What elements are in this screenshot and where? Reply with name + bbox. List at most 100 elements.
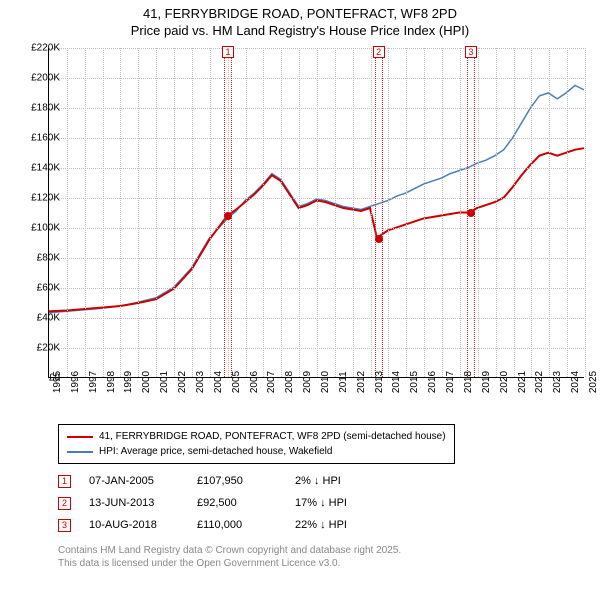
- x-axis-label: 1997: [88, 371, 99, 393]
- x-axis-label: 2018: [463, 371, 474, 393]
- x-axis-label: 2024: [570, 371, 581, 393]
- gridline-vertical: [442, 48, 443, 377]
- y-axis-label: £60K: [16, 283, 60, 294]
- transactions-table: 107-JAN-2005£107,9502% ↓ HPI213-JUN-2013…: [58, 470, 385, 536]
- transaction-price: £107,950: [197, 475, 277, 487]
- gridline-vertical: [246, 48, 247, 377]
- gridline-vertical: [210, 48, 211, 377]
- legend-label: 41, FERRYBRIDGE ROAD, PONTEFRACT, WF8 2P…: [99, 429, 446, 444]
- transaction-number-badge: 2: [58, 497, 71, 510]
- x-axis-label: 2009: [302, 371, 313, 393]
- transaction-data-point: [375, 235, 383, 243]
- transaction-date: 13-JUN-2013: [89, 497, 179, 509]
- x-axis-label: 2013: [374, 371, 385, 393]
- gridline-vertical: [424, 48, 425, 377]
- transaction-price: £110,000: [197, 519, 277, 531]
- legend: 41, FERRYBRIDGE ROAD, PONTEFRACT, WF8 2P…: [58, 424, 455, 464]
- gridline-vertical: [478, 48, 479, 377]
- footer-line-1: Contains HM Land Registry data © Crown c…: [58, 544, 401, 557]
- gridline-vertical: [174, 48, 175, 377]
- plot-area: 123: [48, 48, 584, 378]
- x-axis-label: 2001: [159, 371, 170, 393]
- gridline-vertical: [103, 48, 104, 377]
- transaction-marker-number: 3: [465, 46, 477, 58]
- transaction-row: 310-AUG-2018£110,00022% ↓ HPI: [58, 514, 385, 536]
- transaction-hpi-diff: 2% ↓ HPI: [295, 475, 385, 487]
- x-axis-label: 2002: [177, 371, 188, 393]
- gridline-vertical: [585, 48, 586, 377]
- gridline-vertical: [299, 48, 300, 377]
- transaction-row: 107-JAN-2005£107,9502% ↓ HPI: [58, 470, 385, 492]
- gridline-vertical: [460, 48, 461, 377]
- gridline-vertical: [388, 48, 389, 377]
- y-axis-label: £160K: [16, 133, 60, 144]
- x-axis-label: 2021: [517, 371, 528, 393]
- y-axis-label: £140K: [16, 163, 60, 174]
- gridline-vertical: [317, 48, 318, 377]
- gridline-vertical: [120, 48, 121, 377]
- transaction-hpi-diff: 22% ↓ HPI: [295, 519, 385, 531]
- transaction-number-badge: 1: [58, 475, 71, 488]
- x-axis-label: 2016: [427, 371, 438, 393]
- x-axis-label: 2014: [391, 371, 402, 393]
- chart-container: 41, FERRYBRIDGE ROAD, PONTEFRACT, WF8 2P…: [0, 0, 600, 590]
- transaction-data-point: [224, 212, 232, 220]
- transaction-price: £92,500: [197, 497, 277, 509]
- x-axis-label: 2011: [338, 371, 349, 393]
- x-axis-label: 2010: [320, 371, 331, 393]
- gridline-vertical: [406, 48, 407, 377]
- gridline-vertical: [353, 48, 354, 377]
- x-axis-label: 2023: [552, 371, 563, 393]
- transaction-marker-number: 2: [373, 46, 385, 58]
- gridline-vertical: [85, 48, 86, 377]
- transaction-hpi-diff: 17% ↓ HPI: [295, 497, 385, 509]
- x-axis-label: 2015: [409, 371, 420, 393]
- gridline-vertical: [531, 48, 532, 377]
- transaction-number-badge: 3: [58, 519, 71, 532]
- legend-row: 41, FERRYBRIDGE ROAD, PONTEFRACT, WF8 2P…: [67, 429, 446, 444]
- y-axis-label: £120K: [16, 193, 60, 204]
- y-axis-label: £40K: [16, 313, 60, 324]
- title-line-1: 41, FERRYBRIDGE ROAD, PONTEFRACT, WF8 2P…: [0, 6, 600, 23]
- x-axis-label: 2004: [213, 371, 224, 393]
- gridline-vertical: [67, 48, 68, 377]
- gridline-vertical: [138, 48, 139, 377]
- x-axis-label: 1996: [70, 371, 81, 393]
- legend-swatch: [67, 436, 93, 438]
- x-axis-label: 2008: [284, 371, 295, 393]
- chart-title: 41, FERRYBRIDGE ROAD, PONTEFRACT, WF8 2P…: [0, 0, 600, 40]
- y-axis-label: £100K: [16, 223, 60, 234]
- gridline-vertical: [549, 48, 550, 377]
- x-axis-label: 2007: [266, 371, 277, 393]
- x-axis-label: 2019: [481, 371, 492, 393]
- gridline-vertical: [335, 48, 336, 377]
- x-axis-label: 2017: [445, 371, 456, 393]
- x-axis-label: 1998: [106, 371, 117, 393]
- transaction-marker-band: [375, 48, 383, 377]
- y-axis-label: £80K: [16, 253, 60, 264]
- x-axis-label: 1995: [52, 371, 63, 393]
- title-line-2: Price paid vs. HM Land Registry's House …: [0, 23, 600, 40]
- y-axis-label: £220K: [16, 43, 60, 54]
- gridline-vertical: [496, 48, 497, 377]
- x-axis-label: 2012: [356, 371, 367, 393]
- gridline-vertical: [281, 48, 282, 377]
- y-axis-label: £20K: [16, 343, 60, 354]
- y-axis-label: £180K: [16, 103, 60, 114]
- gridline-vertical: [514, 48, 515, 377]
- legend-label: HPI: Average price, semi-detached house,…: [99, 444, 332, 459]
- transaction-row: 2 13-JUN-2013 £92,500 17% ↓ HPI: [58, 492, 385, 514]
- gridline-vertical: [567, 48, 568, 377]
- x-axis-label: 2020: [499, 371, 510, 393]
- gridline-vertical: [156, 48, 157, 377]
- footer-attribution: Contains HM Land Registry data © Crown c…: [58, 544, 401, 570]
- y-axis-label: £200K: [16, 73, 60, 84]
- gridline-vertical: [263, 48, 264, 377]
- x-axis-label: 2022: [534, 371, 545, 393]
- x-axis-label: 2025: [588, 371, 599, 393]
- transaction-data-point: [467, 209, 475, 217]
- footer-line-2: This data is licensed under the Open Gov…: [58, 557, 401, 570]
- gridline-vertical: [371, 48, 372, 377]
- legend-row: HPI: Average price, semi-detached house,…: [67, 444, 446, 459]
- x-axis-label: 1999: [123, 371, 134, 393]
